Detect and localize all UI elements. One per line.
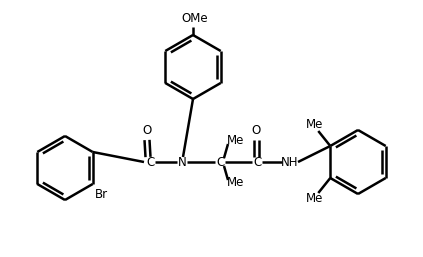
Text: O: O — [251, 124, 261, 137]
Text: Me: Me — [227, 177, 244, 189]
Text: C: C — [253, 155, 261, 169]
Text: Me: Me — [227, 134, 244, 148]
Text: C: C — [146, 155, 154, 169]
Text: N: N — [178, 155, 187, 169]
Text: Me: Me — [305, 192, 323, 206]
Text: Me: Me — [305, 118, 323, 132]
Text: C: C — [216, 155, 224, 169]
Text: OMe: OMe — [182, 12, 208, 24]
Text: O: O — [143, 124, 151, 137]
Text: NH: NH — [281, 155, 299, 169]
Text: Br: Br — [95, 188, 108, 200]
